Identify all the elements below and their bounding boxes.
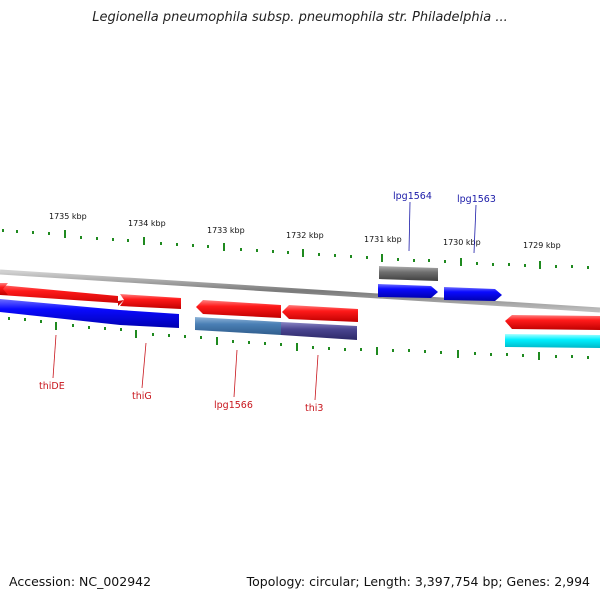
map-title: Legionella pneumophila subsp. pneumophil… <box>92 10 508 25</box>
leader-line-lpg1564 <box>408 201 411 252</box>
gene-label-lpg1566[interactable]: lpg1566 <box>214 400 253 411</box>
cds-thi3[interactable] <box>281 322 357 340</box>
tick-label: 1731 kbp <box>364 235 402 244</box>
gene-thiG[interactable] <box>120 294 181 309</box>
accession-text: Accession: NC_002942 <box>9 574 152 589</box>
gene-lpg1564[interactable] <box>378 284 438 298</box>
leader-line-lpg1566 <box>233 349 238 398</box>
gene-right-red[interactable] <box>505 315 600 330</box>
gene-label-lpg1563[interactable]: lpg1563 <box>457 194 496 205</box>
genome-backbone <box>0 269 600 313</box>
cds-lpg1566[interactable] <box>195 317 281 335</box>
gene-lpg1563[interactable] <box>444 287 502 301</box>
cds-forward-blue[interactable] <box>0 299 179 328</box>
leader-line-thiG <box>141 342 147 389</box>
leader-line-thiDE <box>52 334 57 379</box>
tick-row-top <box>2 229 589 269</box>
gene-label-thiDE[interactable]: thiDE <box>39 381 65 392</box>
tick-row-bottom <box>8 317 589 360</box>
tick-label: 1733 kbp <box>207 226 245 235</box>
genome-summary-text: Topology: circular; Length: 3,397,754 bp… <box>246 574 590 589</box>
gene-thiDE[interactable] <box>0 283 124 306</box>
tick-label: 1734 kbp <box>128 219 166 228</box>
tick-label: 1729 kbp <box>523 241 561 250</box>
gene-lpg1566[interactable] <box>196 300 281 318</box>
gene-right-cyan[interactable] <box>505 334 600 348</box>
gene-label-thiG[interactable]: thiG <box>132 391 152 402</box>
tick-label: 1730 kbp <box>443 238 481 247</box>
leader-line-lpg1563 <box>473 204 477 254</box>
leader-line-thi3 <box>314 354 319 401</box>
gene-label-lpg1564[interactable]: lpg1564 <box>393 191 432 202</box>
tick-label: 1735 kbp <box>49 212 87 221</box>
gene-label-thi3[interactable]: thi3 <box>305 403 323 414</box>
tick-label: 1732 kbp <box>286 231 324 240</box>
gene-gray-upstream[interactable] <box>379 266 438 281</box>
gene-forward-left-edge[interactable] <box>0 283 8 295</box>
gene-thi3[interactable] <box>282 305 358 322</box>
